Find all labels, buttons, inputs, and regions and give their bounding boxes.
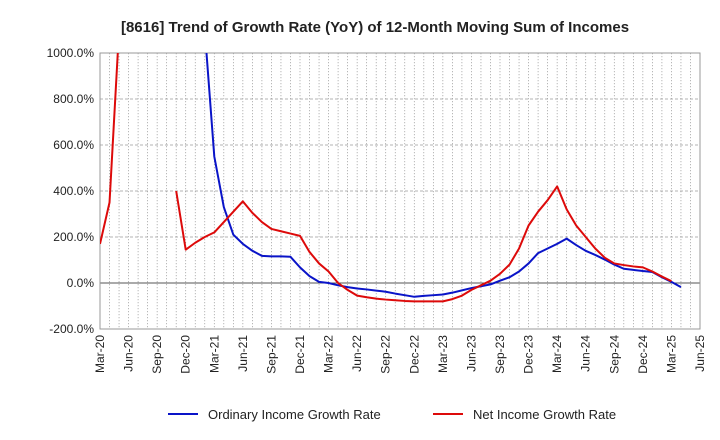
x-tick-label: Mar-21 (207, 335, 221, 373)
legend: Ordinary Income Growth Rate Net Income Gr… (168, 407, 616, 422)
grid-lines (99, 52, 701, 330)
x-tick-label: Mar-24 (550, 335, 564, 373)
y-tick-label: 600.0% (53, 138, 94, 152)
x-tick-label: Sep-24 (607, 335, 621, 374)
x-tick-label: Dec-21 (293, 335, 307, 374)
x-tick-label: Mar-25 (664, 335, 678, 373)
net-income-line-segment (100, 53, 119, 245)
y-tick-label: -200.0% (49, 322, 94, 336)
y-tick-label: 200.0% (53, 230, 94, 244)
x-tick-label: Sep-23 (493, 335, 507, 374)
x-tick-label: Jun-20 (122, 335, 136, 372)
x-tick-label: Dec-24 (636, 335, 650, 374)
x-tick-label: Sep-22 (379, 335, 393, 374)
y-axis: -200.0% 0.0% 200.0% 400.0% 600.0% 800.0% 1000.… (47, 46, 95, 336)
x-tick-label: Jun-21 (236, 335, 250, 372)
x-tick-label: Dec-22 (407, 335, 421, 374)
x-tick-label: Jun-25 (693, 335, 707, 372)
y-tick-label: 1000.0% (47, 46, 95, 60)
x-tick-label: Jun-24 (579, 335, 593, 372)
series-layer (100, 53, 682, 303)
plot-frame (99, 52, 701, 330)
ordinary-income-line (205, 53, 682, 298)
net-income-line-segment (175, 185, 672, 303)
legend-net-label: Net Income Growth Rate (473, 407, 616, 422)
x-axis: Mar-20 Jun-20 Sep-20 Dec-20 Mar-21 Jun-21 Sep-… (93, 335, 707, 374)
y-tick-label: 0.0% (67, 276, 95, 290)
x-tick-label: Jun-23 (464, 335, 478, 372)
x-tick-label: Dec-20 (179, 335, 193, 374)
y-tick-label: 800.0% (53, 92, 94, 106)
x-tick-label: Mar-20 (93, 335, 107, 373)
x-tick-label: Mar-23 (436, 335, 450, 373)
x-tick-label: Jun-22 (350, 335, 364, 372)
x-tick-label: Sep-20 (150, 335, 164, 374)
x-tick-label: Sep-21 (264, 335, 278, 374)
chart-title: [8616] Trend of Growth Rate (YoY) of 12-… (121, 19, 629, 36)
x-tick-label: Dec-23 (522, 335, 536, 374)
x-tick-label: Mar-22 (322, 335, 336, 373)
y-tick-label: 400.0% (53, 184, 94, 198)
legend-ordinary-label: Ordinary Income Growth Rate (208, 407, 381, 422)
